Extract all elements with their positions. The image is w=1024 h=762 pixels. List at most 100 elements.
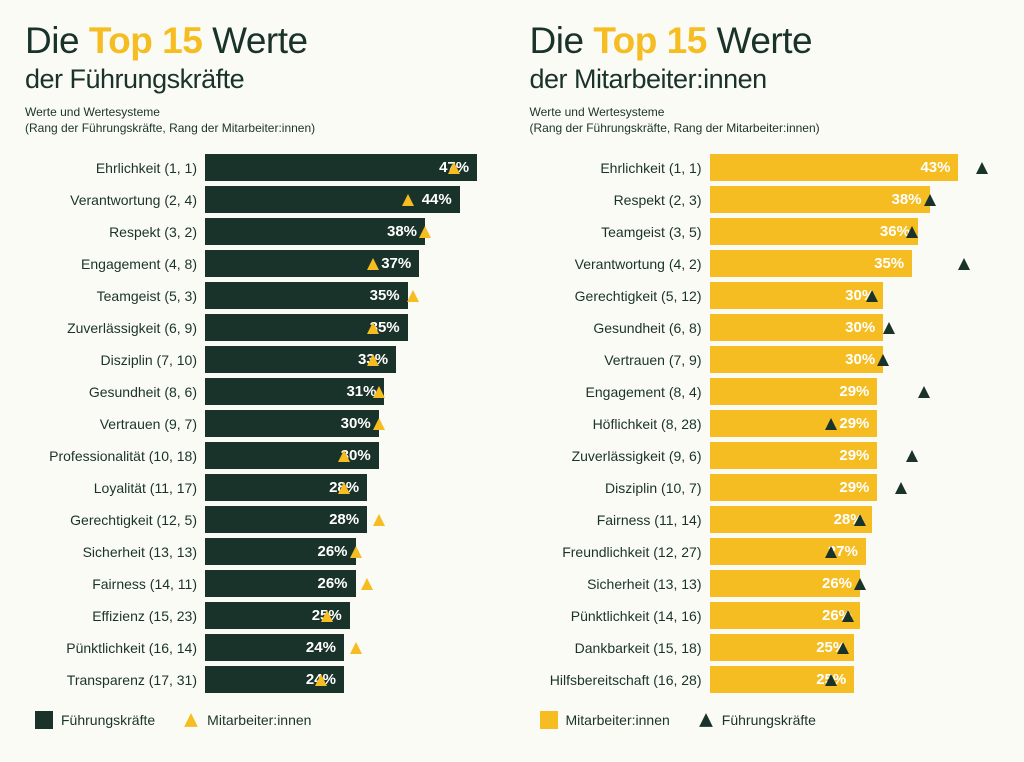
- bar-row: Verantwortung (2, 4)44%: [25, 186, 495, 213]
- bar-row: Verantwortung (4, 2)35%: [530, 250, 1000, 277]
- title-post: Werte: [707, 20, 812, 61]
- bar-label: Respekt (3, 2): [25, 224, 205, 240]
- bar-label: Teamgeist (3, 5): [530, 224, 710, 240]
- bar-label: Sicherheit (13, 13): [25, 544, 205, 560]
- legend-primary-label: Mitarbeiter:innen: [566, 712, 670, 728]
- left-legend: Führungskräfte Mitarbeiter:innen: [25, 711, 495, 729]
- bar-label: Pünktlichkeit (16, 14): [25, 640, 205, 656]
- bar: 30%: [710, 314, 884, 341]
- legend-secondary: Führungskräfte: [698, 712, 816, 728]
- bar-track: 35%: [205, 314, 495, 341]
- bar: 28%: [205, 506, 367, 533]
- bar-value: 27%: [828, 543, 858, 560]
- bar-value: 25%: [816, 671, 846, 688]
- bar-label: Gesundheit (8, 6): [25, 384, 205, 400]
- bar-row: Gesundheit (8, 6)31%: [25, 378, 495, 405]
- bar-label: Transparenz (17, 31): [25, 672, 205, 688]
- right-meta: Werte und Wertesysteme (Rang der Führung…: [530, 105, 1000, 136]
- title-pre: Die: [25, 20, 89, 61]
- bar-value: 35%: [370, 287, 400, 304]
- bar-row: Respekt (3, 2) 38%: [25, 218, 495, 245]
- bar: 29%: [710, 474, 878, 501]
- square-icon: [540, 711, 558, 729]
- bar-label: Loyalität (11, 17): [25, 480, 205, 496]
- legend-primary: Mitarbeiter:innen: [540, 711, 670, 729]
- bar-value: 38%: [891, 191, 921, 208]
- bar-row: Transparenz (17, 31) 24%: [25, 666, 495, 693]
- bar-label: Dankbarkeit (15, 18): [530, 640, 710, 656]
- bar-row: Vertrauen (7, 9)30%: [530, 346, 1000, 373]
- bar-track: 38%: [710, 186, 1000, 213]
- bar: 25%: [710, 666, 855, 693]
- meta-line2: (Rang der Führungskräfte, Rang der Mitar…: [25, 121, 495, 137]
- bar-value: 38%: [387, 223, 417, 240]
- bar-value: 24%: [306, 671, 336, 688]
- bar-row: Höflichkeit (8, 28)29%: [530, 410, 1000, 437]
- right-legend: Mitarbeiter:innen Führungskräfte: [530, 711, 1000, 729]
- triangle-marker-icon: [894, 481, 908, 495]
- bar-value: 26%: [318, 575, 348, 592]
- bar-track: 43%: [710, 154, 1000, 181]
- bar: 27%: [710, 538, 866, 565]
- bar-value: 28%: [329, 479, 359, 496]
- bar-value: 24%: [306, 639, 336, 656]
- left-meta: Werte und Wertesysteme (Rang der Führung…: [25, 105, 495, 136]
- bar-label: Professionalität (10, 18): [25, 448, 205, 464]
- bar-label: Engagement (8, 4): [530, 384, 710, 400]
- bar-row: Ehrlichkeit (1, 1) 43%: [530, 154, 1000, 181]
- bar-value: 44%: [422, 191, 452, 208]
- bar-label: Hilfsbereitschaft (16, 28): [530, 672, 710, 688]
- bar-track: 26%: [710, 602, 1000, 629]
- bar: 29%: [710, 378, 878, 405]
- bar-track: 30%: [710, 346, 1000, 373]
- bar-track: 30%: [710, 314, 1000, 341]
- bar-track: 38%: [205, 218, 495, 245]
- bar-track: 28%: [205, 506, 495, 533]
- bar: 35%: [205, 282, 408, 309]
- bar-track: 27%: [710, 538, 1000, 565]
- bar: 38%: [710, 186, 930, 213]
- bar-value: 35%: [370, 319, 400, 336]
- bar: 29%: [710, 410, 878, 437]
- bar-label: Freundlichkeit (12, 27): [530, 544, 710, 560]
- bar: 26%: [710, 570, 861, 597]
- legend-secondary-label: Führungskräfte: [722, 712, 816, 728]
- triangle-marker-icon: [349, 641, 363, 655]
- bar-track: 26%: [710, 570, 1000, 597]
- bar-row: Loyalität (11, 17) 28%: [25, 474, 495, 501]
- bar-value: 25%: [312, 607, 342, 624]
- bar-track: 35%: [710, 250, 1000, 277]
- legend-primary-label: Führungskräfte: [61, 712, 155, 728]
- bar-value: 30%: [845, 351, 875, 368]
- bar-track: 47%: [205, 154, 495, 181]
- title-accent: Top 15: [593, 20, 707, 61]
- bar-row: Pünktlichkeit (16, 14) 24%: [25, 634, 495, 661]
- bar-value: 43%: [920, 159, 950, 176]
- bar-label: Gerechtigkeit (5, 12): [530, 288, 710, 304]
- meta-line2: (Rang der Führungskräfte, Rang der Mitar…: [530, 121, 1000, 137]
- bar-row: Teamgeist (3, 5)36%: [530, 218, 1000, 245]
- bar-value: 30%: [845, 287, 875, 304]
- title-pre: Die: [530, 20, 594, 61]
- bar: 44%: [205, 186, 460, 213]
- bar-track: 33%: [205, 346, 495, 373]
- bar-label: Ehrlichkeit (1, 1): [25, 160, 205, 176]
- bar-track: 29%: [710, 442, 1000, 469]
- bar-label: Teamgeist (5, 3): [25, 288, 205, 304]
- bar-row: Respekt (2, 3)38%: [530, 186, 1000, 213]
- bar-track: 30%: [710, 282, 1000, 309]
- legend-secondary: Mitarbeiter:innen: [183, 712, 311, 728]
- bar-label: Ehrlichkeit (1, 1): [530, 160, 710, 176]
- bar-row: Disziplin (10, 7)29%: [530, 474, 1000, 501]
- triangle-marker-icon: [882, 321, 896, 335]
- bar: 26%: [205, 538, 356, 565]
- bar-value: 30%: [341, 415, 371, 432]
- bar: 28%: [205, 474, 367, 501]
- bar: 30%: [205, 410, 379, 437]
- bar: 29%: [710, 442, 878, 469]
- bar-value: 26%: [822, 607, 852, 624]
- bar-label: Disziplin (7, 10): [25, 352, 205, 368]
- bar-label: Zuverlässigkeit (6, 9): [25, 320, 205, 336]
- bar: 35%: [205, 314, 408, 341]
- bar: 26%: [710, 602, 861, 629]
